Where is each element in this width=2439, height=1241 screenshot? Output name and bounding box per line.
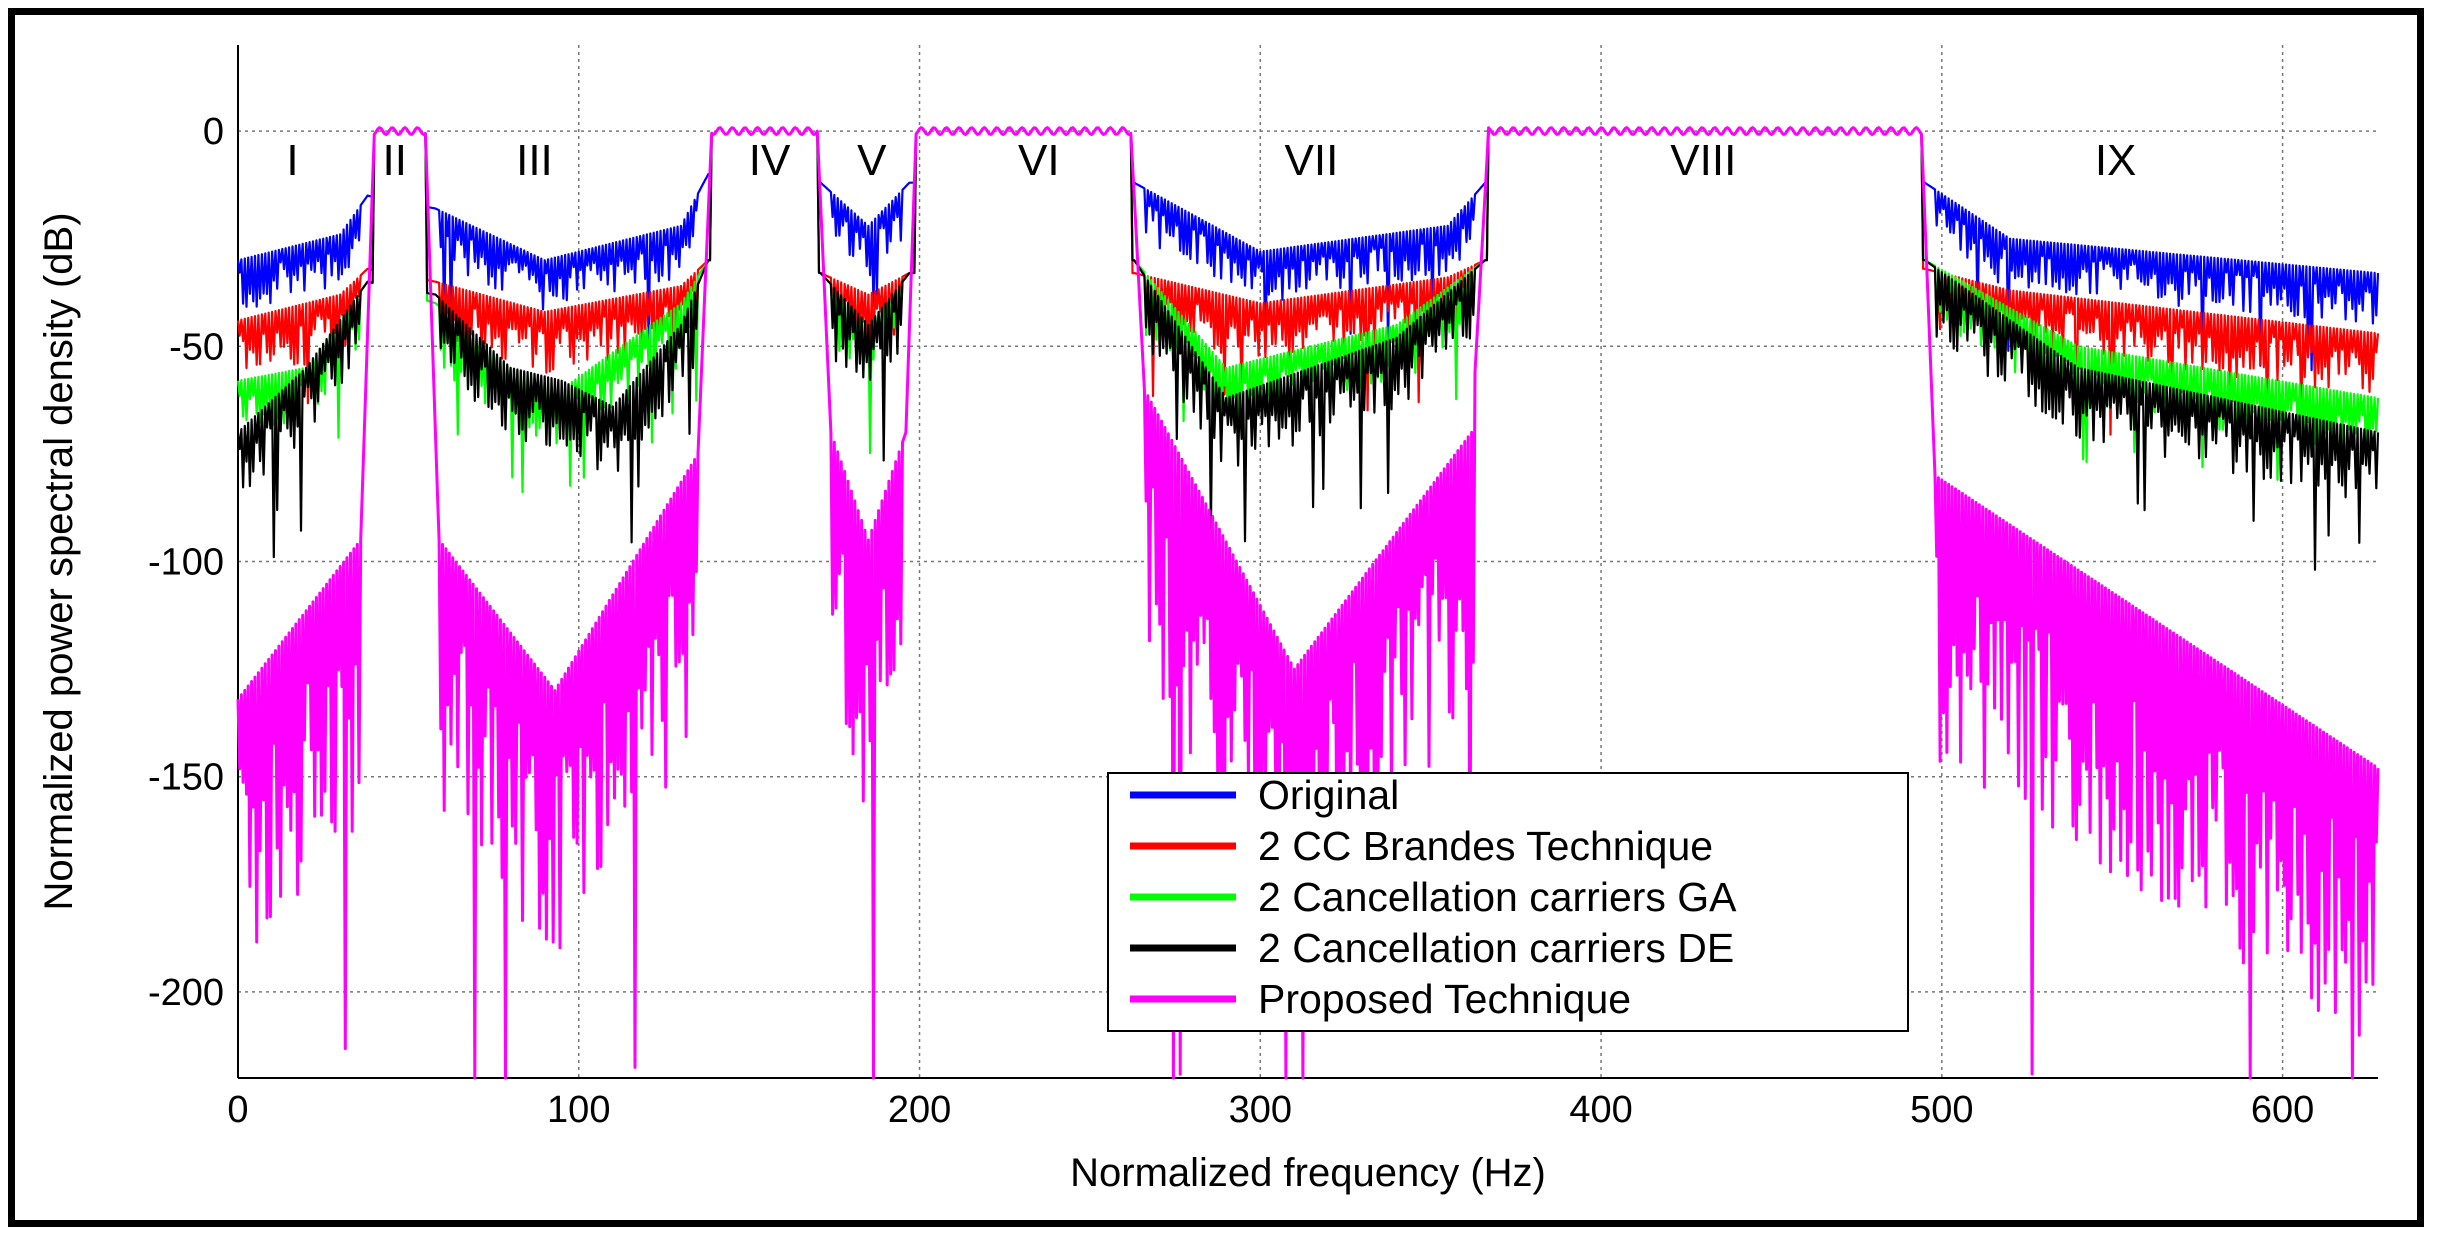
y-axis-title: Normalized power spectral density (dB) [37,212,81,910]
region-label: I [286,136,298,185]
region-label: VII [1285,136,1339,185]
series-line-2-cancellation-carriers-de [236,126,2380,571]
x-tick-label: 500 [1910,1089,1973,1131]
legend-box [1107,772,1909,1032]
legend-label: 2 Cancellation carriers DE [1258,925,1734,971]
x-tick-label: 400 [1569,1089,1632,1131]
series-line-2-cc-brandes-technique [236,126,2380,440]
x-tick-label: 200 [888,1089,951,1131]
y-tick-label: -100 [148,542,224,584]
series-line-proposed-technique [236,126,2380,1080]
region-label: IX [2095,136,2137,185]
y-tick-label: -50 [169,326,224,368]
region-label: V [857,136,887,185]
region-label: II [383,136,407,185]
legend-label: Original [1258,772,1399,818]
region-label: VI [1018,136,1060,185]
x-tick-label: 600 [2251,1089,2314,1131]
region-label: IV [749,136,791,185]
x-tick-label: 0 [227,1089,248,1131]
y-tick-label: -150 [148,757,224,799]
series [236,126,2380,1080]
y-tick-label: -200 [148,972,224,1014]
region-label: III [516,136,553,185]
axes [237,45,2378,1079]
tick-labels: 0 100 200 300 400 500 600 0 -50 -100 -150 -200 [148,111,2314,1131]
x-tick-label: 100 [547,1089,610,1131]
legend-label: 2 Cancellation carriers GA [1258,874,1737,920]
y-tick-label: 0 [203,111,224,153]
region-labels: I II III IV V VI VII VIII IX [286,136,2136,185]
region-label: VIII [1670,136,1736,185]
figure-border [8,8,2424,1227]
series-line-original [236,126,2380,372]
x-tick-label: 300 [1229,1089,1292,1131]
legend-label: Proposed Technique [1258,976,1631,1022]
legend: Original 2 CC Brandes Technique 2 Cancella… [1107,772,1909,1032]
x-axis-title: Normalized frequency (Hz) [1070,1151,1546,1195]
legend-label: 2 CC Brandes Technique [1258,823,1713,869]
